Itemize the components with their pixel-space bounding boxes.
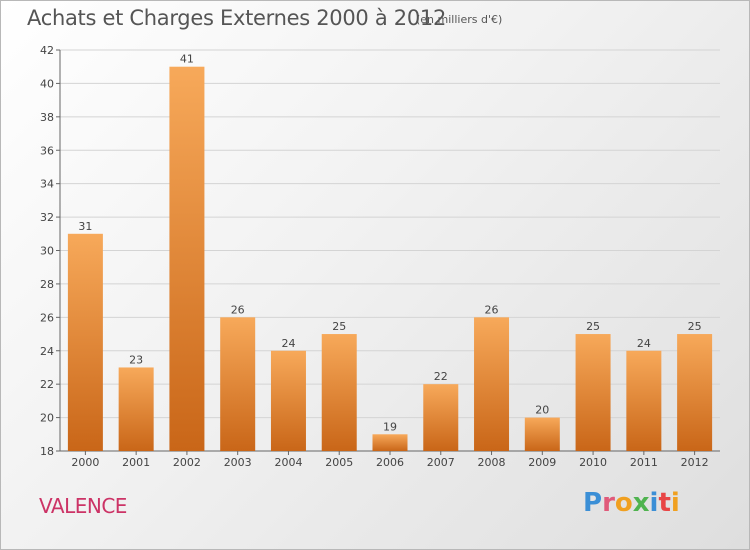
bar-value-label: 25 [688,320,702,333]
y-tick-label: 38 [40,111,54,124]
bar-2001 [118,367,154,451]
x-tick-label: 2009 [528,456,556,469]
chart-subtitle: (en milliers d'€) [416,13,503,26]
bar-2004 [270,350,306,451]
bar-2005 [321,334,357,451]
bar-2012 [677,334,713,451]
x-tick-label: 2000 [71,456,99,469]
y-tick-label: 42 [40,44,54,57]
y-tick-label: 36 [40,144,54,157]
bar-value-label: 26 [485,303,499,316]
x-tick-label: 2011 [630,456,658,469]
bar-2007 [423,384,459,451]
logo-letter: x [632,488,650,518]
bar-2011 [626,350,662,451]
x-tick-label: 2002 [173,456,201,469]
bar-value-label: 24 [281,337,295,350]
bar-value-label: 22 [434,370,448,383]
y-tick-label: 32 [40,211,54,224]
y-tick-label: 34 [40,178,54,191]
label-layer: 31 23 41 26 24 25 19 22 26 20 25 24 25 [78,53,701,434]
x-tick-label: 2008 [478,456,506,469]
bar-2003 [220,317,256,451]
y-tick-label: 28 [40,278,54,291]
y-tick-label: 18 [40,445,54,458]
y-tick-label: 22 [40,378,54,391]
logo-letter: r [602,488,615,518]
logo-letter: t [658,488,671,518]
axis-layer: 18 20 22 24 26 28 30 32 34 36 38 40 42 2000 2001 2002 20… [40,44,720,469]
x-tick-label: 2001 [122,456,150,469]
bar-value-label: 23 [129,353,143,366]
y-tick-label: 20 [40,412,54,425]
x-tick-label: 2010 [579,456,607,469]
bar-value-label: 31 [78,220,92,233]
bar-value-label: 41 [180,53,194,66]
bar-value-label: 19 [383,420,397,433]
bar-2002 [169,66,205,451]
bar-value-label: 24 [637,337,651,350]
chart-title: Achats et Charges Externes 2000 à 2012 [27,6,447,30]
y-tick-label: 40 [40,77,54,90]
x-tick-label: 2003 [224,456,252,469]
proxiti-logo[interactable]: Proxiti [583,488,680,518]
logo-letter: P [583,488,603,518]
x-tick-label: 2012 [681,456,709,469]
bar-2006 [372,434,408,451]
bar-2000 [67,233,103,451]
y-tick-label: 24 [40,345,54,358]
x-tick-label: 2007 [427,456,455,469]
y-tick-label: 26 [40,311,54,324]
grid-layer [60,49,720,452]
town-name: VALENCE [39,494,127,518]
bar-value-label: 25 [586,320,600,333]
bar-layer [67,66,713,451]
logo-letter: i [670,488,680,518]
x-tick-label: 2005 [325,456,353,469]
logo-letter: i [649,488,659,518]
bar-2010 [575,334,611,451]
x-tick-label: 2004 [274,456,302,469]
y-tick-label: 30 [40,245,54,258]
bar-value-label: 25 [332,320,346,333]
bar-value-label: 20 [535,404,549,417]
bar-2008 [474,317,510,451]
bar-2009 [524,417,560,451]
bar-value-label: 26 [231,303,245,316]
logo-letter: o [614,488,633,518]
x-tick-label: 2006 [376,456,404,469]
